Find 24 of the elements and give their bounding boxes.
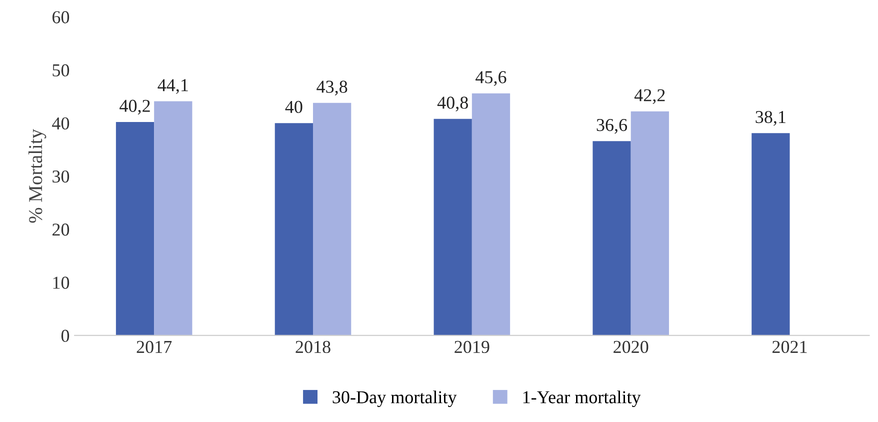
data-label: 40,8 — [437, 96, 468, 112]
y-tick-label: 40 — [52, 117, 70, 130]
x-tick-label: 2018 — [296, 340, 330, 354]
x-tick-label: 2021 — [772, 340, 807, 354]
legend-label: 1-Year mortality — [523, 390, 641, 408]
data-label: 40,2 — [120, 100, 150, 115]
data-label: 44,1 — [158, 79, 188, 94]
data-label: 42,2 — [634, 89, 665, 104]
x-tick-label: 2020 — [614, 340, 648, 354]
data-label: 43,8 — [316, 80, 348, 96]
data-label: 45,6 — [476, 71, 506, 86]
y-tick-label: 60 — [52, 11, 70, 24]
x-tick-label: 2019 — [454, 340, 490, 354]
y-axis-title: % Mortality — [28, 129, 46, 223]
y-tick-label: 10 — [53, 276, 70, 289]
y-tick-label: 0 — [61, 330, 70, 342]
data-label: 38,1 — [756, 110, 786, 126]
x-tick-label: 2017 — [136, 340, 172, 354]
data-label: 36,6 — [596, 118, 628, 134]
y-tick-label: 30 — [52, 170, 70, 183]
y-tick-label: 50 — [52, 64, 70, 76]
data-label: 40 — [285, 100, 302, 114]
legend-label: 30-Day mortality — [332, 390, 457, 408]
y-tick-label: 20 — [52, 224, 70, 236]
